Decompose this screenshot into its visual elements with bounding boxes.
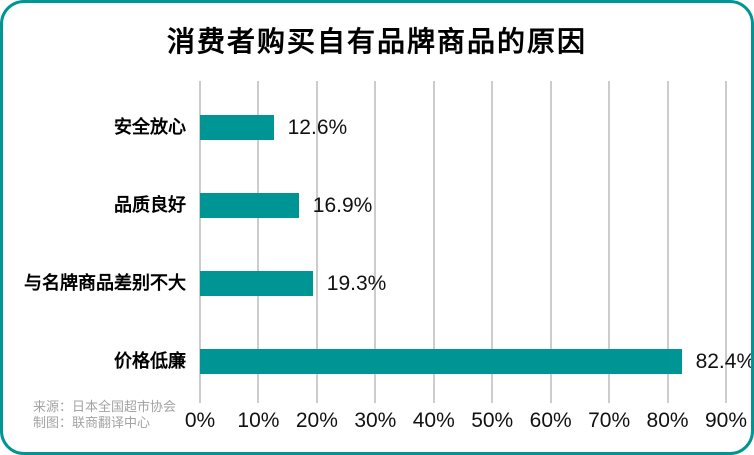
x-tick-label: 40% bbox=[412, 409, 455, 432]
chart-title: 消费者购买自有品牌商品的原因 bbox=[166, 26, 587, 57]
value-label: 16.9% bbox=[312, 194, 373, 217]
x-tick-label: 80% bbox=[646, 409, 689, 432]
source-line: 来源：日本全国超市协会 bbox=[33, 399, 177, 414]
bar bbox=[200, 271, 313, 296]
bar bbox=[200, 349, 682, 374]
gridline bbox=[199, 81, 201, 403]
x-tick-label: 20% bbox=[295, 409, 338, 432]
value-label: 82.4% bbox=[695, 350, 754, 373]
x-tick-label: 70% bbox=[588, 409, 631, 432]
bar bbox=[200, 115, 274, 140]
source-note: 来源：日本全国超市协会 制图：联商翻译中心 bbox=[33, 399, 176, 431]
gridline bbox=[491, 81, 494, 403]
value-label: 12.6% bbox=[287, 116, 348, 139]
gridline bbox=[666, 81, 669, 403]
gridline bbox=[725, 81, 727, 403]
gridline bbox=[374, 81, 377, 403]
x-tick-label: 10% bbox=[237, 409, 280, 432]
credit-line: 制图：联商翻译中心 bbox=[33, 415, 151, 430]
value-label: 19.3% bbox=[326, 272, 387, 295]
category-label: 与名牌商品差别不大 bbox=[24, 273, 186, 293]
bar bbox=[200, 193, 299, 218]
gridline bbox=[549, 81, 552, 403]
category-label: 安全放心 bbox=[114, 117, 186, 137]
category-label: 品质良好 bbox=[114, 195, 186, 215]
gridline bbox=[432, 81, 435, 403]
category-label: 价格低廉 bbox=[114, 351, 186, 371]
gridline bbox=[315, 81, 318, 403]
x-tick-label: 60% bbox=[529, 409, 572, 432]
gridline bbox=[257, 81, 260, 403]
gridline bbox=[608, 81, 611, 403]
x-tick-label: 30% bbox=[354, 409, 397, 432]
x-tick-label: 50% bbox=[471, 409, 514, 432]
x-tick-label: 90% bbox=[704, 409, 748, 432]
x-tick-label: 0% bbox=[184, 409, 216, 432]
